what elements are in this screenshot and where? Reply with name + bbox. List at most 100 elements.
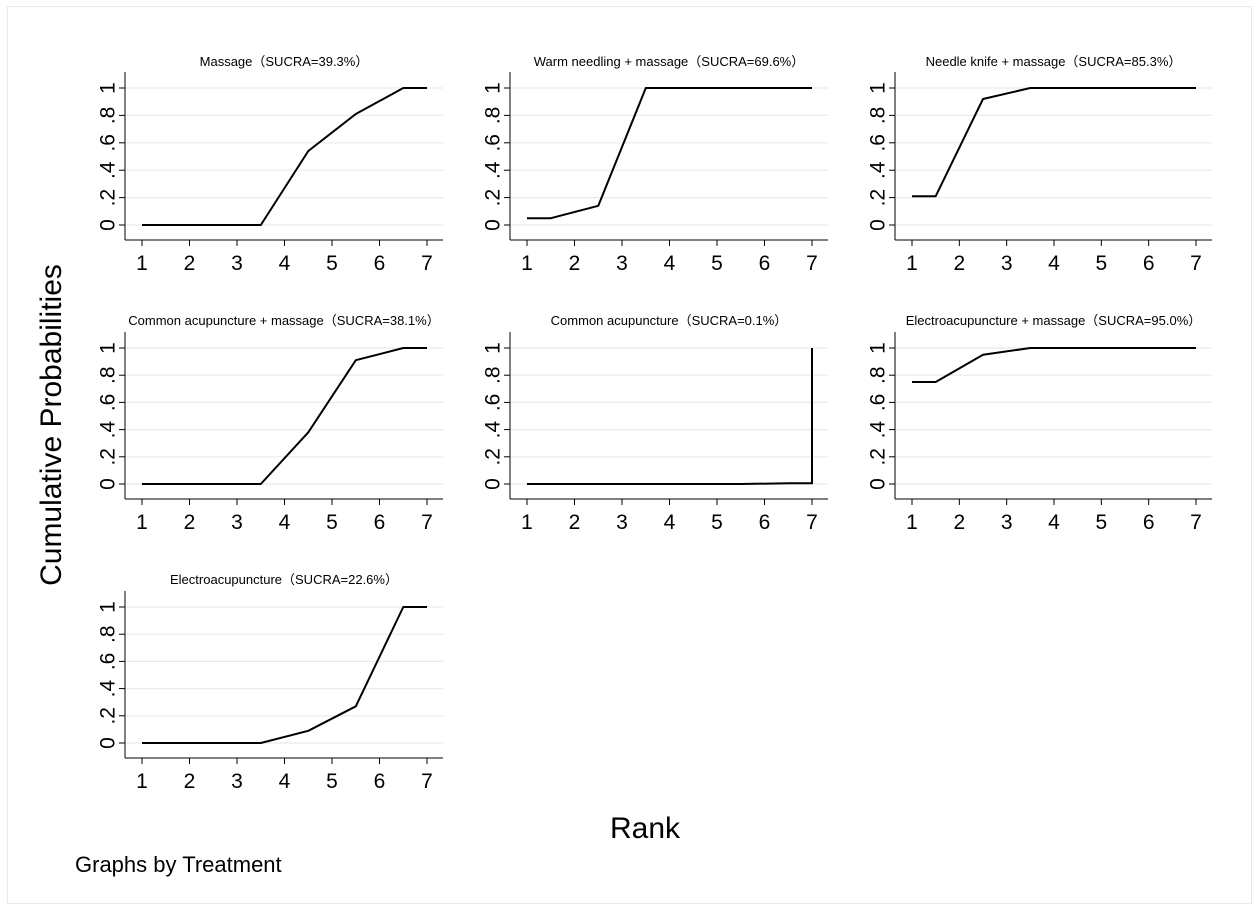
x-tick-label: 1 [136,252,148,275]
x-tick-label: 1 [906,252,918,275]
x-tick-label: 6 [1143,511,1155,534]
x-tick-label: 4 [1048,252,1060,275]
y-tick-label: .2 [482,448,505,466]
x-axis-title: Rank [609,812,681,845]
x-tick-label: 7 [806,252,818,275]
x-tick-label: 4 [1048,511,1060,534]
x-tick-label: 6 [374,511,386,534]
y-tick-label: .6 [97,653,120,671]
y-tick-label: .2 [482,189,505,207]
x-tick-label: 5 [711,252,723,275]
series-line [142,87,427,226]
panel-title: Common acupuncture（SUCRA=0.1%） [551,313,788,328]
panel-7: Electroacupuncture（SUCRA=22.6%） 0 .2 .4 .6 .8… [97,572,443,793]
y-tick-label: .4 [482,421,505,439]
y-tick-label: 1 [97,82,120,94]
y-tick-label: .8 [97,107,120,125]
y-tick-label: .4 [867,161,890,179]
y-tick-label: .6 [482,134,505,152]
figure-frame [7,6,1252,904]
x-tick-label: 2 [184,770,196,793]
y-tick-label: .8 [867,366,890,384]
y-tick-label: .8 [97,625,120,643]
y-tick-label: .2 [867,448,890,466]
y-tick-label: 0 [97,737,120,749]
x-tick-label: 6 [759,511,771,534]
y-axis-title: Cumulative Probabilities [35,264,68,586]
x-tick-label: 6 [759,252,771,275]
y-tick-label: 1 [867,342,890,354]
panel-title: Electroacupuncture + massage（SUCRA=95.0%… [906,313,1202,328]
x-tick-label: 6 [374,252,386,275]
panel-title: Electroacupuncture（SUCRA=22.6%） [170,572,398,587]
x-tick-label: 2 [569,252,581,275]
y-tick-label: 1 [482,342,505,354]
panel-6: Electroacupuncture + massage（SUCRA=95.0%… [867,313,1212,534]
y-tick-label: 1 [97,342,120,354]
y-tick-label: .4 [97,161,120,179]
x-tick-label: 7 [421,252,433,275]
y-tick-label: .8 [867,107,890,125]
x-tick-label: 3 [1001,252,1013,275]
x-tick-label: 6 [1143,252,1155,275]
y-tick-label: 0 [482,219,505,231]
y-tick-label: .4 [867,421,890,439]
x-tick-label: 4 [279,511,291,534]
x-tick-label: 5 [1095,511,1107,534]
x-tick-label: 1 [136,770,148,793]
x-tick-label: 4 [279,770,291,793]
x-tick-label: 7 [806,511,818,534]
y-tick-label: .8 [482,107,505,125]
x-tick-label: 4 [279,252,291,275]
y-tick-label: .8 [97,366,120,384]
y-tick-label: 1 [867,82,890,94]
y-tick-label: 1 [97,601,120,613]
y-tick-label: .2 [97,448,120,466]
x-tick-label: 7 [421,511,433,534]
x-tick-label: 1 [906,511,918,534]
x-tick-label: 2 [184,252,196,275]
y-tick-label: .4 [482,161,505,179]
panel-3: Needle knife + massage（SUCRA=85.3%） 0 .2 .4… [867,54,1212,275]
y-tick-label: 0 [867,478,890,490]
x-tick-label: 3 [231,252,243,275]
series-line [527,87,812,220]
y-tick-label: .6 [482,394,505,412]
panel-title: Needle knife + massage（SUCRA=85.3%） [926,54,1182,69]
y-tick-label: 1 [482,82,505,94]
series-line [142,347,427,485]
x-tick-label: 4 [664,511,676,534]
x-tick-label: 1 [521,511,533,534]
y-tick-label: .6 [97,134,120,152]
x-tick-label: 4 [664,252,676,275]
series-line [527,348,813,485]
y-tick-label: .4 [97,680,120,698]
x-tick-label: 5 [1095,252,1107,275]
x-tick-label: 7 [421,770,433,793]
x-tick-label: 2 [953,252,965,275]
series-line [912,347,1196,383]
y-tick-label: 0 [97,219,120,231]
series-line [912,87,1196,198]
y-tick-label: .2 [867,189,890,207]
panel-5: Common acupuncture（SUCRA=0.1%） 0 .2 .4 .6 .8 1… [482,313,828,534]
y-tick-label: .2 [97,707,120,725]
x-tick-label: 3 [231,511,243,534]
series-line [142,606,427,744]
y-tick-label: .6 [867,394,890,412]
x-tick-label: 2 [184,511,196,534]
panel-4: Common acupuncture + massage（SUCRA=38.1%… [97,313,443,534]
panel-title: Warm needling + massage（SUCRA=69.6%） [534,54,804,69]
x-tick-label: 7 [1190,511,1202,534]
panel-title: Massage（SUCRA=39.3%） [200,54,369,69]
x-tick-label: 5 [711,511,723,534]
y-tick-label: .8 [482,366,505,384]
x-tick-label: 2 [569,511,581,534]
x-tick-label: 5 [326,252,338,275]
y-tick-label: 0 [97,478,120,490]
x-tick-label: 1 [136,511,148,534]
panel-2: Warm needling + massage（SUCRA=69.6%） 0 .2.… [482,54,828,275]
x-tick-label: 3 [1001,511,1013,534]
panel-1: Massage（SUCRA=39.3%） 0 .2 .4 .6 .8 1 1 2 3 4 5 6 7 [97,54,443,275]
